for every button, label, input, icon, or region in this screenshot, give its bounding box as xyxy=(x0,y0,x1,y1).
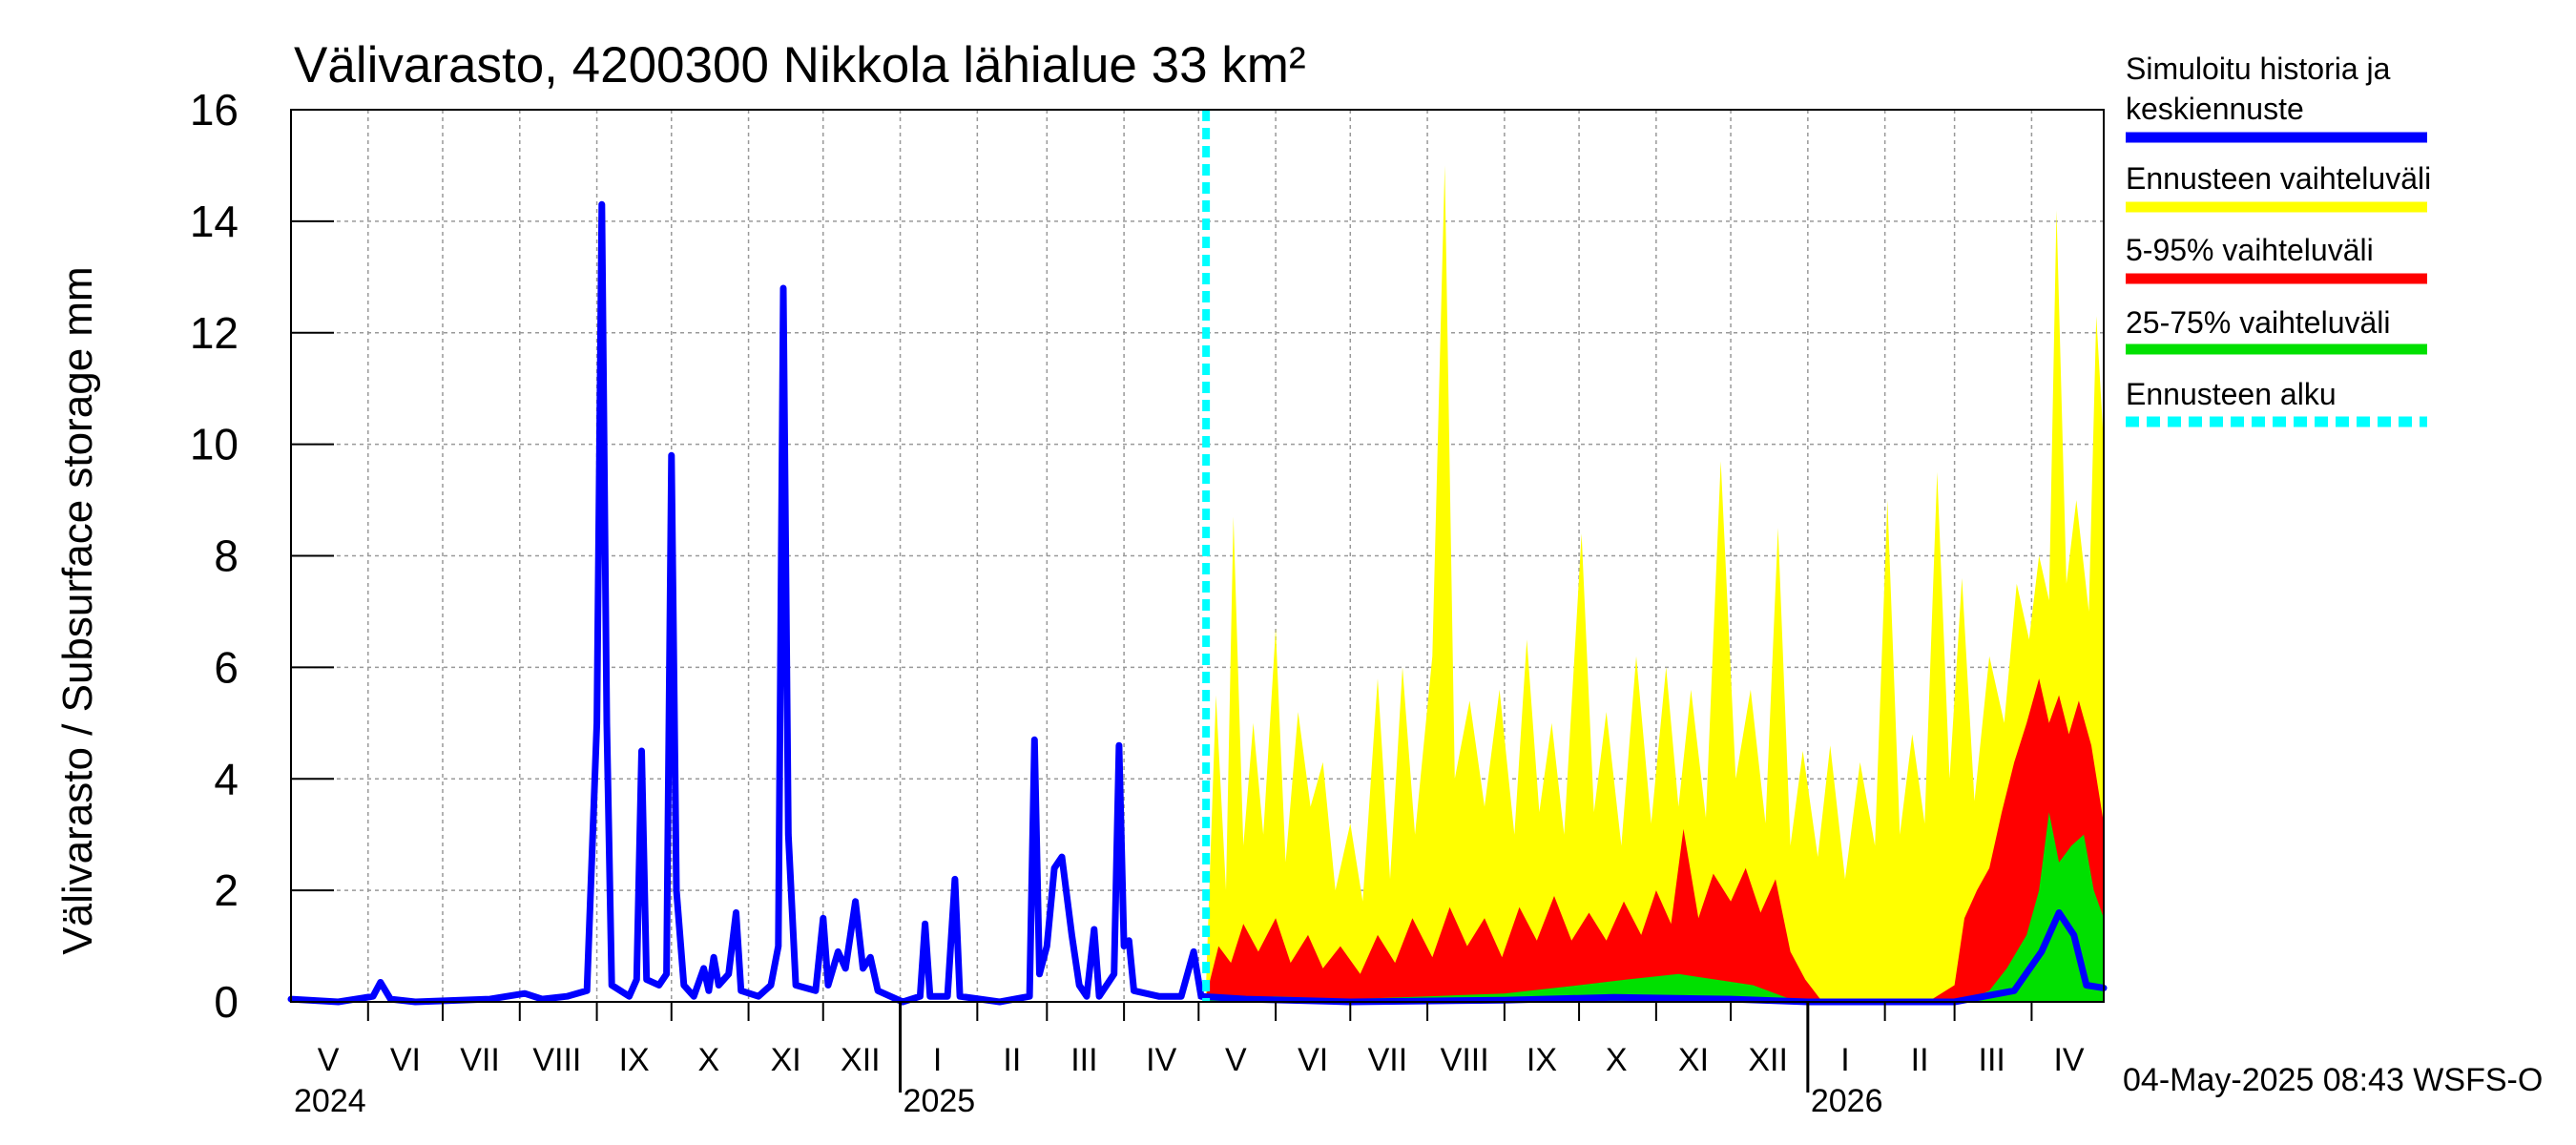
month-label: IV xyxy=(1146,1042,1176,1078)
p25-75-area xyxy=(1206,812,2104,1002)
month-label: XI xyxy=(771,1042,801,1078)
month-label: VII xyxy=(460,1042,500,1078)
month-label: II xyxy=(1003,1042,1021,1078)
month-label: IX xyxy=(619,1042,650,1078)
month-label: VI xyxy=(390,1042,421,1078)
legend: Simuloitu historia ja keskiennuste Ennuste… xyxy=(2126,52,2431,427)
history-line xyxy=(287,200,2108,1006)
y-axis-label: Välivarasto / Subsurface storage mm xyxy=(54,266,101,954)
month-label: XI xyxy=(1678,1042,1709,1078)
month-label: III xyxy=(1070,1042,1097,1078)
legend-label: keskiennuste xyxy=(2126,92,2304,126)
year-label: 2025 xyxy=(904,1083,976,1119)
series-forecast-range xyxy=(1206,165,2104,1002)
legend-label: Simuloitu historia ja xyxy=(2126,52,2391,86)
x-axis: V VI VII VIII IX X XI XII I II III IV V VI VII VIII IX X X… xyxy=(294,1002,2085,1119)
month-label: I xyxy=(933,1042,942,1078)
y-tick-label: 8 xyxy=(214,531,239,581)
y-tick-label: 2 xyxy=(214,865,239,915)
month-label: V xyxy=(1225,1042,1247,1078)
y-tick-label: 4 xyxy=(214,754,239,803)
month-label: I xyxy=(1840,1042,1849,1078)
y-axis: 0 2 4 6 8 10 12 14 16 xyxy=(190,85,334,1027)
month-label: III xyxy=(1979,1042,2005,1078)
month-label: VII xyxy=(1368,1042,1408,1078)
y-tick-label: 12 xyxy=(190,308,239,358)
legend-label: 5-95% vaihteluväli xyxy=(2126,233,2374,267)
month-label: IX xyxy=(1527,1042,1557,1078)
legend-label: Ennusteen vaihteluväli xyxy=(2126,161,2431,196)
y-tick-label: 6 xyxy=(214,642,239,692)
legend-label: Ennusteen alku xyxy=(2126,377,2337,411)
month-label: V xyxy=(318,1042,340,1078)
month-label: II xyxy=(1911,1042,1929,1078)
footer-timestamp: 04-May-2025 08:43 WSFS-O xyxy=(2123,1062,2543,1098)
month-label: VIII xyxy=(1441,1042,1489,1078)
year-label: 2024 xyxy=(294,1083,366,1119)
y-tick-label: 14 xyxy=(190,197,239,246)
month-label: IV xyxy=(2053,1042,2084,1078)
series-p25-75 xyxy=(1206,812,2104,1002)
month-label: XII xyxy=(1748,1042,1788,1078)
month-label: X xyxy=(1606,1042,1628,1078)
year-label: 2026 xyxy=(1811,1083,1883,1119)
month-label: VI xyxy=(1298,1042,1328,1078)
forecast-range-area xyxy=(1206,165,2104,1002)
y-tick-label: 16 xyxy=(190,85,239,135)
y-tick-label: 10 xyxy=(190,420,239,469)
series-history xyxy=(287,200,2108,1006)
month-label: XII xyxy=(841,1042,881,1078)
month-label: X xyxy=(698,1042,720,1078)
chart-title: Välivarasto, 4200300 Nikkola lähialue 33… xyxy=(294,37,1306,94)
y-tick-label: 0 xyxy=(214,977,239,1027)
legend-label: 25-75% vaihteluväli xyxy=(2126,305,2391,340)
month-label: VIII xyxy=(532,1042,581,1078)
